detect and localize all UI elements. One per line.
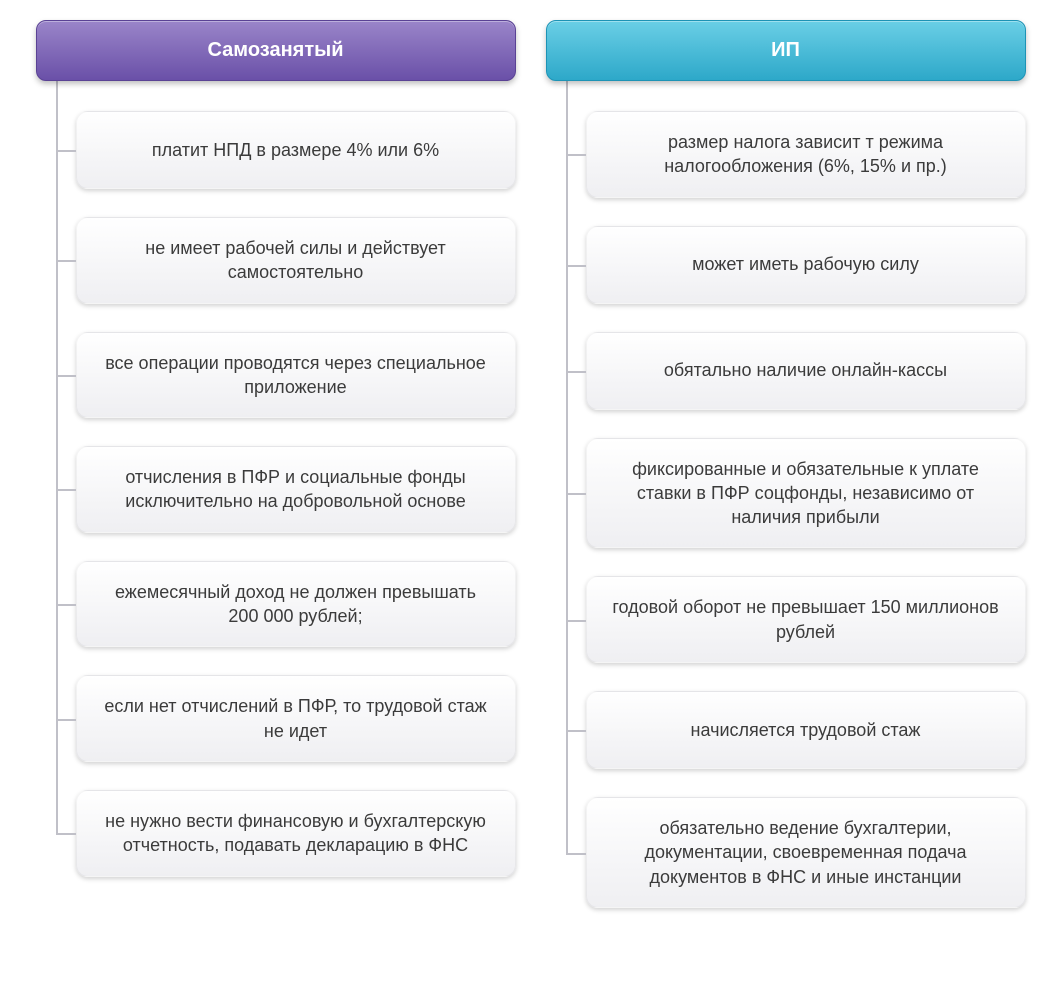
column-header-ip: ИП bbox=[546, 20, 1026, 81]
connector bbox=[566, 620, 586, 622]
connector bbox=[566, 853, 586, 855]
list-item: не имеет рабочей силы и действует самост… bbox=[76, 217, 516, 304]
item-card: годовой оборот не превышает 150 миллионо… bbox=[586, 576, 1026, 663]
items-zone: размер налога зависит т режима налогообл… bbox=[546, 81, 1026, 908]
connector bbox=[566, 371, 586, 373]
comparison-diagram: Самозанятыйплатит НПД в размере 4% или 6… bbox=[15, 20, 1046, 908]
item-card: платит НПД в размере 4% или 6% bbox=[76, 111, 516, 189]
item-card: размер налога зависит т режима налогообл… bbox=[586, 111, 1026, 198]
list-item: обязательно ведение бухгалтерии, докумен… bbox=[586, 797, 1026, 908]
list-item: размер налога зависит т режима налогообл… bbox=[586, 111, 1026, 198]
item-card: обязательно ведение бухгалтерии, докумен… bbox=[586, 797, 1026, 908]
connector bbox=[566, 730, 586, 732]
column-header-self-employed: Самозанятый bbox=[36, 20, 516, 81]
item-card: отчисления в ПФР и социальные фонды искл… bbox=[76, 446, 516, 533]
list-item: отчисления в ПФР и социальные фонды искл… bbox=[76, 446, 516, 533]
item-card: все операции проводятся через специально… bbox=[76, 332, 516, 419]
spine bbox=[36, 81, 76, 877]
item-card: фиксированные и обязательные к уплате ст… bbox=[586, 438, 1026, 549]
column-ip: ИП размер налога зависит т режима налогоо… bbox=[546, 20, 1026, 908]
list-item: фиксированные и обязательные к уплате ст… bbox=[586, 438, 1026, 549]
list-item: обятально наличие онлайн-кассы bbox=[586, 332, 1026, 410]
item-card: не имеет рабочей силы и действует самост… bbox=[76, 217, 516, 304]
connector bbox=[566, 265, 586, 267]
items-list: размер налога зависит т режима налогообл… bbox=[586, 81, 1026, 908]
items-list: платит НПД в размере 4% или 6% не имеет р… bbox=[76, 81, 516, 877]
list-item: не нужно вести финансовую и бухгалтерску… bbox=[76, 790, 516, 877]
connector bbox=[56, 604, 76, 606]
item-card: обятально наличие онлайн-кассы bbox=[586, 332, 1026, 410]
connector bbox=[56, 489, 76, 491]
item-card: если нет отчислений в ПФР, то трудовой с… bbox=[76, 675, 516, 762]
connector bbox=[566, 154, 586, 156]
spine-line bbox=[566, 81, 568, 853]
connector bbox=[56, 833, 76, 835]
list-item: платит НПД в размере 4% или 6% bbox=[76, 111, 516, 189]
items-zone: платит НПД в размере 4% или 6% не имеет р… bbox=[36, 81, 516, 877]
list-item: начисляется трудовой стаж bbox=[586, 691, 1026, 769]
list-item: годовой оборот не превышает 150 миллионо… bbox=[586, 576, 1026, 663]
column-self-employed: Самозанятыйплатит НПД в размере 4% или 6… bbox=[36, 20, 516, 908]
connector bbox=[566, 493, 586, 495]
item-card: ежемесячный доход не должен превышать 20… bbox=[76, 561, 516, 648]
list-item: может иметь рабочую силу bbox=[586, 226, 1026, 304]
connector bbox=[56, 719, 76, 721]
item-card: может иметь рабочую силу bbox=[586, 226, 1026, 304]
connector bbox=[56, 260, 76, 262]
connector bbox=[56, 150, 76, 152]
list-item: ежемесячный доход не должен превышать 20… bbox=[76, 561, 516, 648]
connector bbox=[56, 375, 76, 377]
item-card: не нужно вести финансовую и бухгалтерску… bbox=[76, 790, 516, 877]
item-card: начисляется трудовой стаж bbox=[586, 691, 1026, 769]
list-item: все операции проводятся через специально… bbox=[76, 332, 516, 419]
list-item: если нет отчислений в ПФР, то трудовой с… bbox=[76, 675, 516, 762]
